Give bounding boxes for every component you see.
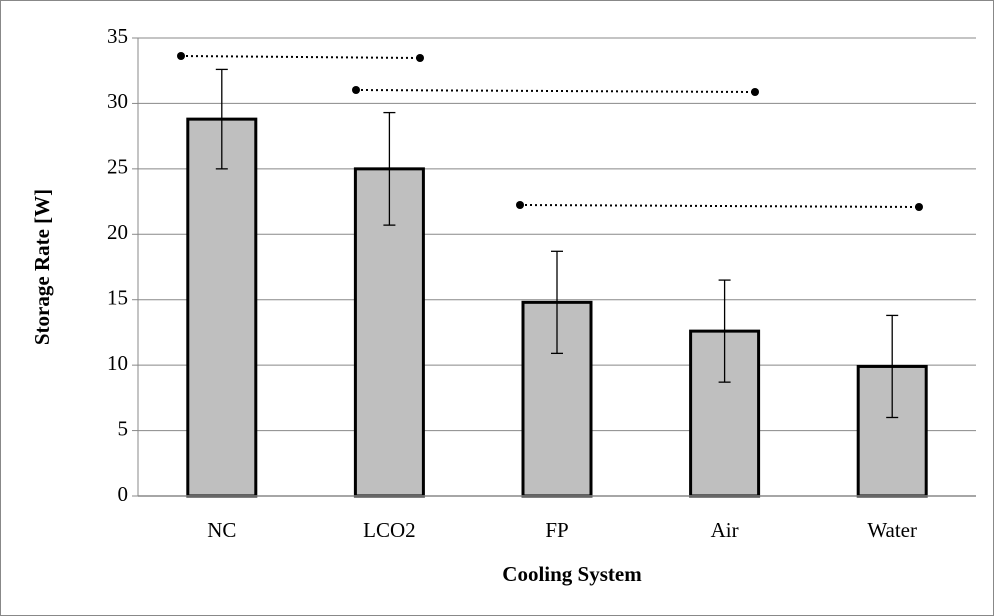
significance-line (355, 89, 756, 93)
y-tick-label: 25 (107, 155, 128, 179)
significance-dot (352, 86, 360, 94)
y-axis-label: Storage Rate [W] (30, 189, 54, 345)
y-tick-label: 15 (107, 286, 128, 310)
bar (186, 117, 258, 498)
x-tick-label: Air (711, 518, 739, 542)
plot-area: 0 5 10 15 20 25 30 35 NC LCO2 FP Air Water (107, 24, 976, 542)
x-axis-label: Cooling System (502, 562, 642, 586)
significance-line (519, 204, 920, 208)
x-tick-label: NC (207, 518, 236, 542)
x-tick-label: Water (867, 518, 917, 542)
y-tick-label: 30 (107, 89, 128, 113)
y-tick-label: 10 (107, 351, 128, 375)
significance-dot (416, 54, 424, 62)
significance-dot (751, 88, 759, 96)
significance-dot (915, 203, 923, 211)
y-tick-label: 20 (107, 220, 128, 244)
significance-dot (177, 52, 185, 60)
y-tick-label: 5 (118, 416, 129, 440)
x-tick-label: FP (545, 518, 568, 542)
y-tick-label: 0 (118, 482, 129, 506)
significance-dot (516, 201, 524, 209)
significance-lines (177, 52, 923, 211)
x-tick-label: LCO2 (363, 518, 416, 542)
y-tick-label: 35 (107, 24, 128, 48)
